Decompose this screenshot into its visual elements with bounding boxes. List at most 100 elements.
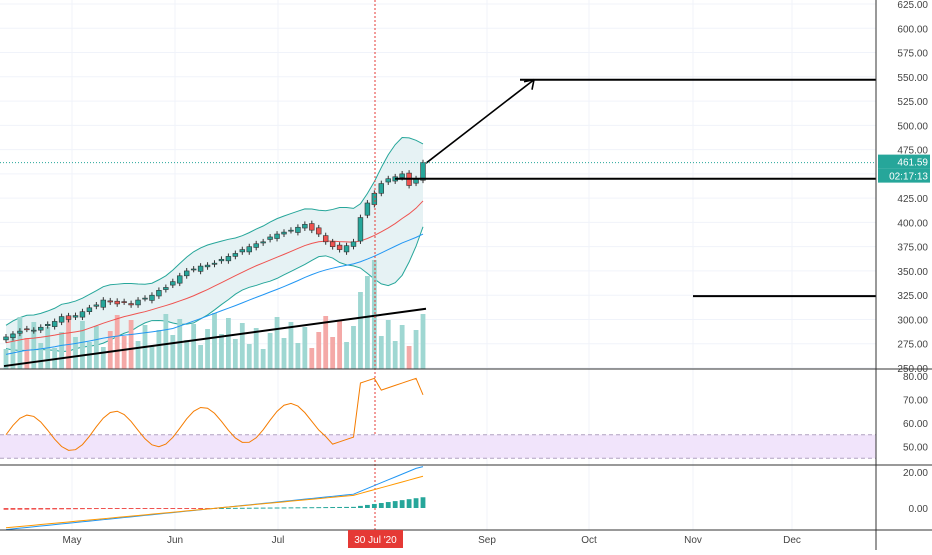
- volume-bar: [365, 276, 370, 369]
- drawings[interactable]: [0, 0, 876, 530]
- volume-bar: [205, 329, 210, 369]
- candle-body: [329, 241, 336, 247]
- candle-body: [163, 287, 169, 290]
- volume-bar: [226, 318, 231, 369]
- price-tick-label: 500.00: [897, 121, 928, 132]
- macd-histogram-bar: [309, 507, 315, 509]
- volume-bar: [281, 338, 287, 369]
- volume-bar: [128, 320, 134, 369]
- candle-body: [107, 300, 113, 303]
- candle-body: [149, 294, 155, 301]
- macd-histogram-bar: [10, 508, 16, 510]
- candle-body: [121, 301, 127, 303]
- month-label: Dec: [783, 535, 801, 546]
- candle-body: [225, 256, 232, 262]
- volume-bar: [399, 325, 405, 369]
- macd-histogram-bar: [87, 508, 92, 510]
- volume-bar: [212, 313, 217, 369]
- volume-bar: [121, 336, 127, 369]
- candle-body: [267, 236, 273, 240]
- macd-histogram-bar: [274, 507, 280, 509]
- candles: [3, 159, 426, 343]
- macd-tick-label: 0.00: [909, 504, 929, 515]
- volume-bar: [267, 333, 273, 369]
- candle-body: [295, 226, 301, 233]
- candle-body: [350, 241, 357, 247]
- rsi-tick-label: 80.00: [903, 372, 928, 383]
- volume-bar: [351, 326, 356, 369]
- month-label: Jun: [167, 535, 183, 546]
- macd-histogram-bar: [114, 508, 120, 509]
- macd-histogram-bar: [80, 508, 85, 510]
- macd-tick-label: 20.00: [903, 468, 928, 479]
- candle-body: [281, 231, 287, 235]
- macd-histogram-bar: [330, 507, 336, 509]
- macd-histogram-bar: [135, 508, 141, 509]
- candle-body: [309, 223, 315, 231]
- volume-bar: [260, 349, 266, 369]
- macd-histogram-bar: [128, 508, 134, 509]
- candle-body: [142, 297, 148, 300]
- volume-bar: [406, 346, 412, 369]
- candle-body: [24, 328, 30, 331]
- volume-bar: [420, 314, 426, 369]
- candle-body: [100, 299, 107, 308]
- candle-body: [93, 304, 100, 307]
- price-tick-label: 575.00: [897, 49, 928, 60]
- price-tick-label: 625.00: [897, 0, 928, 11]
- countdown-label: 02:17:13: [889, 172, 928, 183]
- volume-bar: [73, 337, 78, 369]
- countdown-tag: [878, 168, 930, 183]
- price-tick-label: 275.00: [897, 340, 928, 351]
- volume-bar: [93, 326, 99, 369]
- candle-body: [420, 162, 426, 181]
- candle-body: [190, 268, 197, 271]
- macd-histogram-bar: [93, 508, 99, 510]
- macd-histogram-bar: [392, 501, 398, 508]
- macd-histogram-bar: [142, 508, 148, 509]
- volume-bar: [114, 315, 120, 369]
- crosshair-date-tag: [348, 530, 403, 548]
- macd-histogram-bar: [239, 507, 245, 509]
- macd-histogram-bar: [170, 508, 176, 509]
- macd-histogram-bar: [371, 503, 377, 508]
- macd-histogram-bar: [344, 506, 349, 508]
- candle-body: [170, 281, 176, 286]
- sma-50: [5, 233, 424, 355]
- macd-histogram-bar: [107, 508, 113, 509]
- volume-bar: [149, 346, 155, 369]
- macd-histogram-bar: [73, 508, 78, 510]
- grid: [0, 0, 876, 530]
- month-label: May: [63, 535, 82, 546]
- macd-histogram-bar: [177, 508, 183, 509]
- month-label: Jul: [272, 535, 285, 546]
- macd-histogram-bar: [288, 507, 294, 509]
- macd-histogram-bar: [281, 507, 287, 509]
- price-tick-label: 525.00: [897, 97, 928, 108]
- macd-histogram-bar: [156, 508, 162, 509]
- price-tick-label: 425.00: [897, 194, 928, 205]
- candle-body: [86, 307, 93, 313]
- macd-line: [5, 466, 424, 531]
- macd-histogram-bar: [226, 507, 231, 509]
- rsi-pane: [0, 377, 876, 459]
- candle-body: [197, 265, 204, 272]
- crosshair-date-label: 30 Jul '20: [354, 535, 397, 546]
- volume-bar: [107, 331, 113, 369]
- volume-bar: [295, 343, 301, 369]
- macd-histogram-bar: [66, 508, 71, 510]
- macd-histogram-bar: [406, 499, 412, 508]
- volume-bar: [316, 332, 322, 369]
- macd-histogram-bar: [302, 507, 308, 509]
- candle-body: [72, 315, 79, 318]
- price-tick-label: 300.00: [897, 315, 928, 326]
- last-price-label: 461.59: [897, 158, 928, 169]
- candle-body: [44, 324, 51, 326]
- volume-bar: [24, 338, 30, 369]
- rsi-line: [5, 377, 424, 451]
- volume-bar: [337, 321, 342, 369]
- volume-bar: [17, 317, 23, 369]
